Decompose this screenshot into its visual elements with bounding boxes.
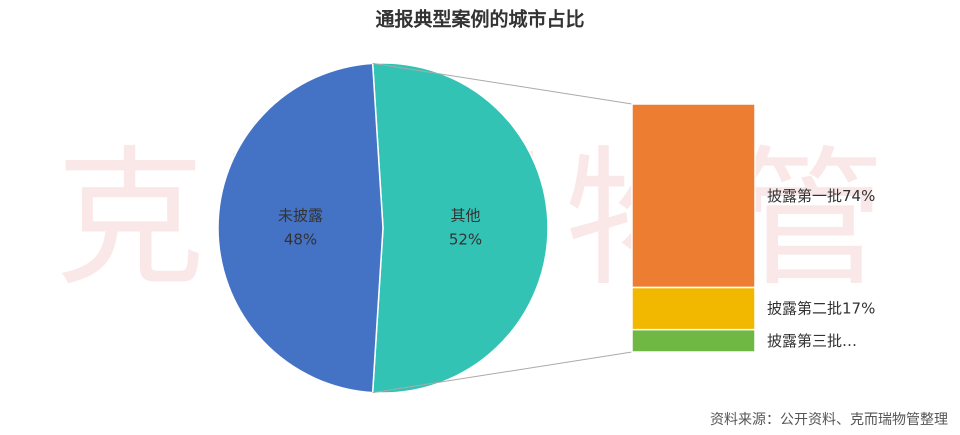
pie-label: 其他 — [450, 207, 480, 225]
bar-label: 披露第三批… — [767, 331, 857, 349]
bar-segment — [631, 328, 756, 353]
chart-title: 通报典型案例的城市占比 — [375, 8, 584, 31]
bar-segment — [631, 103, 756, 289]
pie-label: 未披露 — [278, 207, 323, 225]
pie-value-label: 48% — [284, 231, 317, 249]
source-note: 资料来源：公开资料、克而瑞物管整理 — [710, 412, 948, 428]
bar-value-label: 74% — [842, 186, 875, 204]
connector-line — [372, 62, 633, 105]
bar-value-label: 17% — [842, 299, 875, 317]
connector-line — [372, 351, 633, 394]
pie-slice — [371, 62, 549, 394]
pie-value-label: 52% — [449, 231, 482, 249]
bar-category: 披露第一批 — [767, 186, 842, 204]
pie-slice — [217, 62, 384, 394]
bar-label: 披露第一批74% — [767, 186, 875, 204]
bar-category: 披露第三批… — [767, 331, 857, 349]
bar-label: 披露第二批17% — [767, 299, 875, 317]
bar-category: 披露第二批 — [767, 299, 842, 317]
bar-segment — [631, 286, 756, 331]
